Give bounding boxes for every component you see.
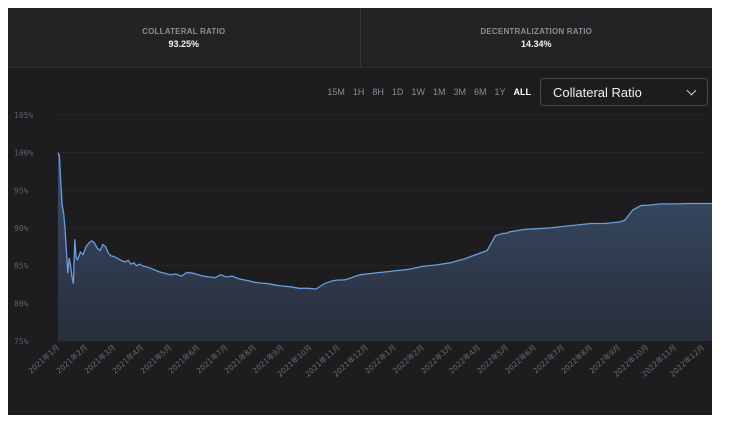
time-range-selector: 15M 1H 8H 1D 1W 1M 3M 6M 1Y ALL — [327, 87, 531, 97]
metric-select[interactable]: Collateral Ratio — [540, 78, 708, 106]
stat-collateral-ratio: COLLATERAL RATIO 93.25% — [8, 8, 360, 67]
y-tick-label: 90% — [14, 224, 29, 233]
stat-label: DECENTRALIZATION RATIO — [480, 26, 593, 36]
range-1y[interactable]: 1Y — [494, 87, 506, 97]
range-3m[interactable]: 3M — [453, 87, 466, 97]
y-axis-ticks: 75% 80% 85% 90% 95% 100% 105% — [14, 111, 33, 346]
metric-select-value: Collateral Ratio — [553, 84, 642, 100]
range-1h[interactable]: 1H — [352, 87, 365, 97]
y-tick-label: 100% — [14, 149, 33, 158]
range-1d[interactable]: 1D — [391, 87, 404, 97]
range-15m[interactable]: 15M — [327, 87, 345, 97]
y-tick-label: 85% — [14, 262, 29, 271]
stats-bar: COLLATERAL RATIO 93.25% DECENTRALIZATION… — [8, 8, 712, 68]
y-tick-label: 80% — [14, 299, 29, 308]
range-8h[interactable]: 8H — [372, 87, 384, 97]
stat-label: COLLATERAL RATIO — [142, 26, 226, 36]
stat-value: 14.34% — [520, 38, 552, 49]
app-frame: COLLATERAL RATIO 93.25% DECENTRALIZATION… — [8, 8, 712, 415]
y-tick-label: 95% — [14, 186, 29, 195]
chart-controls: 15M 1H 8H 1D 1W 1M 3M 6M 1Y ALL Collater… — [327, 78, 708, 106]
chart-area-fill — [58, 152, 712, 341]
range-6m[interactable]: 6M — [473, 87, 487, 97]
collateral-ratio-chart: 75% 80% 85% 90% 95% 100% 105% 2021年1月2021年2月20… — [14, 111, 712, 379]
range-1w[interactable]: 1W — [411, 87, 425, 97]
stat-value: 93.25% — [168, 38, 200, 49]
y-tick-label: 75% — [14, 337, 29, 346]
chart-line — [57, 152, 712, 290]
stat-decentralization-ratio: DECENTRALIZATION RATIO 14.34% — [359, 8, 713, 67]
y-tick-label: 105% — [14, 111, 33, 120]
range-1m[interactable]: 1M — [432, 87, 446, 97]
x-axis-ticks: 2021年1月2021年2月2021年3月2021年4月2021年5月2021年… — [26, 342, 707, 379]
range-all[interactable]: ALL — [513, 87, 532, 97]
